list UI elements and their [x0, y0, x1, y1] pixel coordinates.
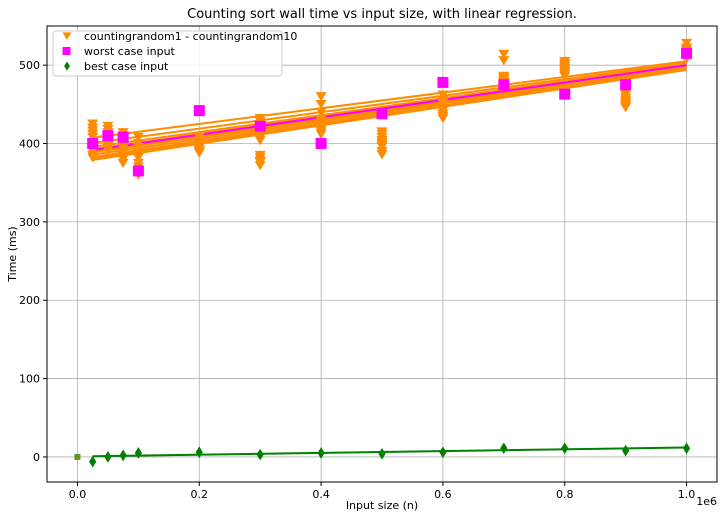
random-run-point	[315, 107, 327, 118]
worst-case-point	[87, 138, 99, 150]
random-run-point	[102, 145, 114, 155]
worst-case-point	[620, 79, 632, 91]
best-case-point	[378, 447, 386, 460]
random-run-point	[315, 117, 327, 127]
random-run-point	[681, 38, 693, 49]
worst-case-point	[254, 120, 266, 132]
random-run-point	[437, 109, 449, 119]
random-run-point	[437, 103, 449, 114]
random-run-point	[315, 99, 327, 110]
random-run-point	[315, 92, 327, 102]
x-tick-label: 0.4	[312, 488, 330, 501]
random-run-point	[498, 73, 510, 83]
worst-case-point	[193, 105, 205, 117]
legend-marker-worst	[62, 47, 71, 55]
random-run-point	[437, 90, 449, 100]
worst-case-point	[559, 88, 571, 100]
random-regression-line	[92, 68, 687, 162]
x-tick-label: 0.6	[434, 488, 452, 501]
worst-case-point	[376, 108, 388, 120]
origin-point	[74, 453, 81, 460]
legend-marker-best	[64, 61, 70, 71]
random-run-point	[132, 153, 144, 163]
best-case-regression-line	[92, 446, 687, 458]
random-run-point	[498, 49, 510, 60]
axes: 0.0 0.2 0.4 0.6 0.8 1.0 0 100 200 300 400 500	[19, 59, 695, 501]
x-axis-offset-label: 1e6	[696, 495, 717, 508]
random-run-point	[315, 125, 327, 135]
best-case-point	[134, 447, 142, 459]
y-tick-label: 500	[19, 59, 40, 72]
random-run-point	[315, 129, 327, 140]
worst-case-point	[102, 130, 114, 142]
random-run-point	[193, 132, 205, 143]
random-run-point	[193, 142, 205, 152]
best-case-point	[119, 449, 127, 462]
legend-label-worst: worst case input	[84, 45, 176, 58]
y-tick-label: 0	[33, 451, 40, 464]
random-run-point	[376, 150, 388, 160]
x-tick-label: 0.2	[191, 488, 209, 501]
x-tick-label: 1.0	[678, 488, 696, 501]
y-tick-label: 300	[19, 216, 40, 229]
best-case-point	[104, 451, 112, 463]
random-run-point	[498, 56, 510, 66]
best-case-point	[256, 448, 264, 461]
y-tick-label: 100	[19, 373, 40, 386]
best-case-point	[622, 444, 630, 457]
regression-lines	[92, 60, 687, 458]
y-tick-label: 200	[19, 294, 40, 307]
best-case-point	[682, 442, 691, 455]
legend-label-random: countingrandom1 - countingrandom10	[84, 30, 297, 43]
y-axis-label: Time (ms)	[6, 226, 19, 282]
best-case-point	[439, 446, 447, 459]
x-axis-label: Input size (n)	[346, 499, 418, 512]
random-run-point	[376, 129, 388, 140]
random-run-point	[437, 98, 449, 108]
worst-case-point	[315, 138, 327, 150]
random-regression-line	[92, 60, 687, 139]
legend-label-best: best case input	[84, 60, 169, 73]
worst-case-regression-line	[92, 64, 687, 151]
data-points	[74, 38, 693, 468]
random-run-point	[254, 153, 266, 163]
random-run-point	[87, 132, 99, 143]
chart-title: Counting sort wall time vs input size, w…	[187, 7, 577, 22]
random-run-point	[559, 59, 571, 69]
random-run-point	[117, 158, 129, 169]
y-tick-label: 400	[19, 138, 40, 151]
best-case-point	[195, 446, 203, 459]
legend: countingrandom1 - countingrandom10 worst…	[52, 30, 297, 77]
random-regression-line	[92, 63, 687, 148]
legend-box	[52, 30, 283, 77]
random-run-point	[254, 157, 266, 168]
random-regression-line	[92, 66, 687, 156]
best-case-point	[561, 442, 569, 455]
legend-marker-random	[62, 32, 72, 41]
random-run-point	[87, 153, 99, 163]
worst-case-point	[498, 79, 510, 91]
worst-case-point	[132, 165, 144, 177]
best-case-point	[500, 442, 508, 455]
random-run-point	[254, 135, 266, 146]
best-case-point	[89, 455, 97, 468]
best-case-point	[317, 447, 325, 459]
random-run-point	[132, 132, 144, 143]
random-regression-line	[92, 61, 687, 145]
random-run-point	[620, 103, 632, 113]
worst-case-point	[437, 76, 449, 88]
worst-case-point	[117, 131, 129, 143]
x-tick-label: 0.8	[556, 488, 574, 501]
plot-area-frame	[46, 25, 718, 483]
x-tick-label: 0.0	[69, 488, 87, 501]
worst-case-point	[681, 47, 693, 59]
random-run-point	[437, 114, 449, 124]
